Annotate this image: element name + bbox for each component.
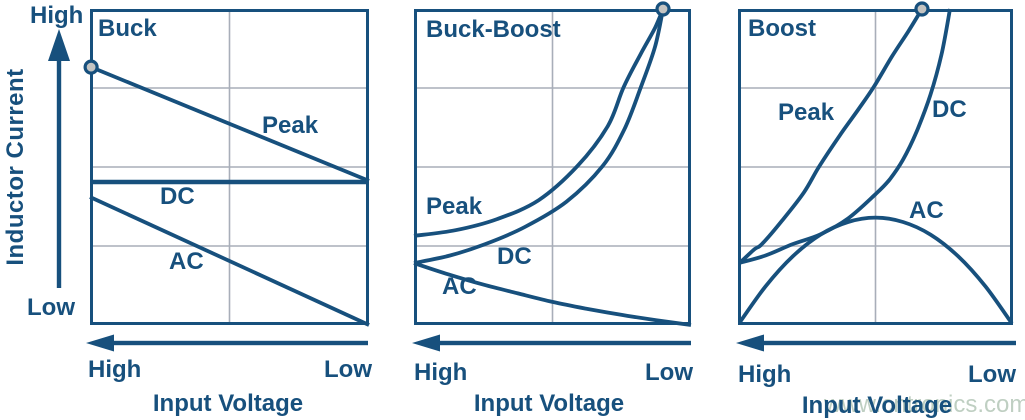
boost-peak-label: Peak xyxy=(778,99,835,126)
buck-title: Buck xyxy=(98,15,157,42)
x-axis-high-label: High xyxy=(738,361,792,388)
x-axis-low-label: Low xyxy=(968,361,1016,388)
boost-plot xyxy=(738,1,1014,325)
buck-boost-title: Buck-Boost xyxy=(426,16,561,43)
x-axis-title: Input Voltage xyxy=(152,390,304,417)
y-axis-high-label: High xyxy=(30,2,84,29)
buck-plot xyxy=(83,9,370,327)
x-axis-low-label: Low xyxy=(324,356,372,383)
x-axis-low-label: Low xyxy=(645,359,693,386)
boost-ac-label: AC xyxy=(909,197,944,224)
buck-peak-label: Peak xyxy=(262,112,319,139)
boost-title: Boost xyxy=(748,15,816,42)
watermark: www.cntronics.com xyxy=(824,391,1025,418)
y-axis-arrow-icon xyxy=(48,29,70,288)
y-axis-low-label: Low xyxy=(27,294,75,321)
y-axis-title: Inductor Current xyxy=(2,68,29,266)
x-axis-title: Input Voltage xyxy=(801,392,953,419)
buck-boost-peak-label: Peak xyxy=(426,193,483,220)
buck-ac-label: AC xyxy=(169,248,204,275)
x-axis-arrow-icon xyxy=(86,334,368,352)
buck-boost-plot xyxy=(413,1,692,327)
x-axis-high-label: High xyxy=(414,359,468,386)
x-axis-arrow-icon xyxy=(412,334,691,352)
buck-boost-dc-label: DC xyxy=(497,243,532,270)
buck-dc-label: DC xyxy=(160,183,195,210)
boost-dc-label: DC xyxy=(932,96,967,123)
x-axis-title: Input Voltage xyxy=(473,390,625,417)
x-axis-high-label: High xyxy=(88,356,142,383)
x-axis-arrow-icon xyxy=(736,334,1016,352)
buck-boost-ac-label: AC xyxy=(442,273,477,300)
